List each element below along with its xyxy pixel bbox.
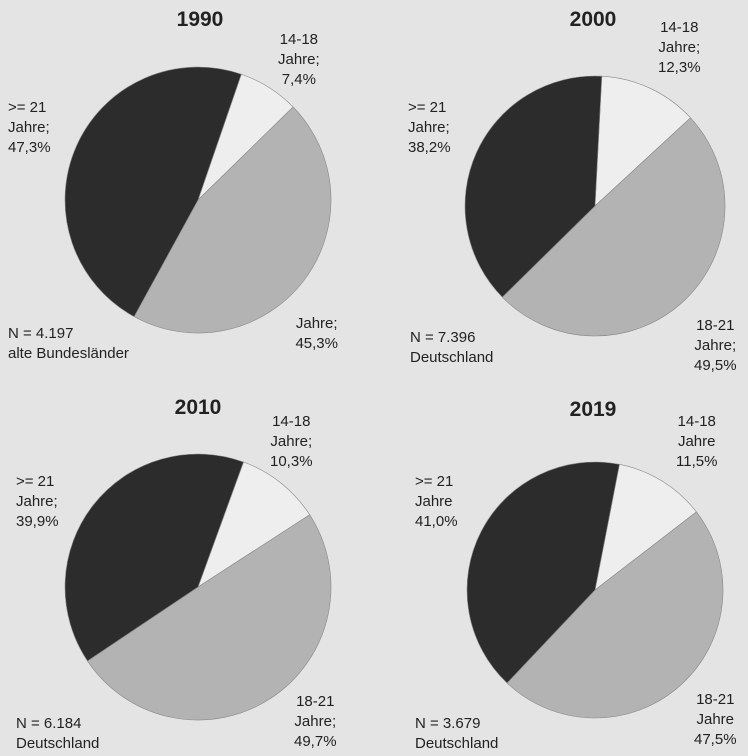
slice-label: 14-18 Jahre; 12,3% [658, 19, 701, 76]
pie-slice [501, 117, 726, 337]
pie-slice [594, 75, 691, 207]
slice-label: 14-18 Jahre; 7,4% [278, 31, 320, 88]
pie-slice [506, 511, 724, 719]
pie-slice [466, 461, 620, 684]
pie-title: 2019 [569, 398, 617, 421]
slice-label: >= 21 Jahre 41,0% [415, 473, 458, 530]
slice-label: 18-21 Jahre 47,5% [694, 691, 737, 748]
slice-label: >= 21 Jahre; 39,9% [16, 473, 59, 530]
pie-slice [64, 66, 242, 318]
slice-label: Jahre; 45,3% [295, 315, 338, 352]
sample-note: N = 7.396 Deutschland [410, 329, 494, 366]
pie-slice [87, 514, 332, 721]
slice-label: 18-21 Jahre; 49,5% [694, 317, 737, 374]
pie-title: 2000 [569, 8, 617, 31]
pie-title: 2010 [174, 396, 222, 419]
pie-slice [64, 453, 244, 662]
slice-label: >= 21 Jahre; 47,3% [8, 99, 51, 156]
sample-note: N = 4.197 alte Bundesländer [8, 325, 129, 362]
slice-label: 18-21 Jahre; 49,7% [294, 693, 337, 750]
sample-note: N = 6.184 Deutschland [16, 715, 100, 752]
pie-slice [594, 464, 697, 591]
sample-note: N = 3.679 Deutschland [415, 715, 499, 752]
pie-slice [197, 461, 311, 588]
pie-slice [464, 75, 603, 298]
pie-slice [133, 106, 332, 334]
slice-label: >= 21 Jahre; 38,2% [408, 99, 451, 156]
pie-title: 1990 [176, 8, 224, 31]
slice-label: 14-18 Jahre 11,5% [676, 413, 718, 470]
slice-label: 14-18 Jahre; 10,3% [270, 413, 313, 470]
